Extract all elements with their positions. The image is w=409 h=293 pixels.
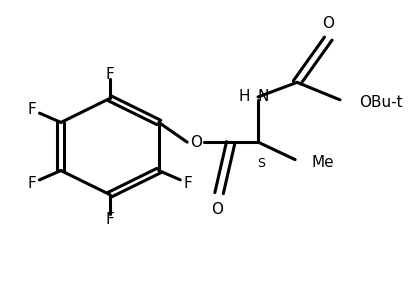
Text: OBu-t: OBu-t bbox=[359, 95, 402, 110]
Text: O: O bbox=[322, 16, 334, 31]
Text: Me: Me bbox=[312, 155, 334, 170]
Text: F: F bbox=[106, 212, 114, 227]
Text: H: H bbox=[239, 89, 250, 104]
Text: O: O bbox=[190, 134, 202, 150]
Text: F: F bbox=[184, 176, 192, 191]
Text: F: F bbox=[106, 67, 114, 82]
Text: F: F bbox=[27, 102, 36, 117]
Text: O: O bbox=[211, 202, 223, 217]
Text: S: S bbox=[257, 158, 265, 171]
Text: N: N bbox=[258, 89, 269, 104]
Text: F: F bbox=[27, 176, 36, 191]
